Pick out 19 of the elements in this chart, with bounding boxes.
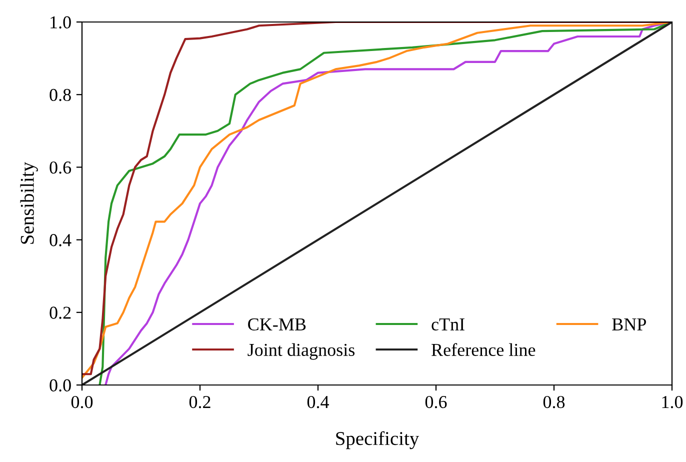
y-tick-label: 1.0 bbox=[50, 16, 71, 29]
legend-label: Joint diagnosis bbox=[248, 343, 355, 360]
y-tick-label: 0.6 bbox=[50, 161, 72, 174]
y-tick-label: 0.0 bbox=[50, 379, 71, 392]
y-tick-label: 0.8 bbox=[50, 88, 71, 102]
x-axis-title: Specificity bbox=[336, 431, 420, 450]
x-tick-label: 0.0 bbox=[71, 396, 93, 408]
x-tick-label: 0.4 bbox=[307, 396, 330, 408]
x-tick-label: 1.0 bbox=[662, 396, 683, 408]
legend-label: cTnI bbox=[432, 318, 464, 330]
legend-label: BNP bbox=[612, 318, 646, 330]
x-tick-label: 0.8 bbox=[543, 396, 565, 408]
legend-label: Reference line bbox=[432, 343, 536, 356]
y-axis-title: Sensibility bbox=[20, 162, 38, 244]
legend-label: CK-MB bbox=[248, 318, 306, 330]
y-tick-label: 0.4 bbox=[50, 234, 72, 246]
x-tick-label: 0.2 bbox=[189, 396, 210, 408]
y-tick-label: 0.2 bbox=[50, 306, 71, 319]
x-tick-label: 0.6 bbox=[425, 396, 447, 408]
